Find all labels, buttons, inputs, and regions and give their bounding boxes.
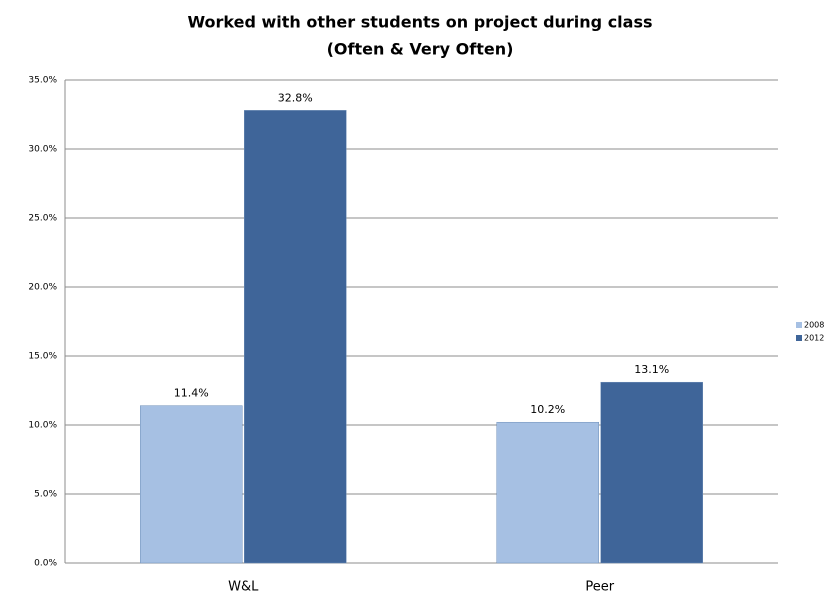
- data-label: 32.8%: [278, 91, 313, 104]
- y-tick-label: 30.0%: [28, 145, 57, 155]
- data-label: 10.2%: [530, 403, 565, 416]
- y-tick-label: 20.0%: [28, 283, 57, 293]
- x-tick-label: W&L: [228, 580, 259, 595]
- bar: [496, 421, 599, 564]
- y-tick-label: 0.0%: [34, 559, 57, 569]
- data-label: 13.1%: [634, 363, 669, 376]
- y-tick-label: 5.0%: [34, 490, 57, 500]
- legend-swatch: [796, 322, 802, 328]
- legend-swatch: [796, 335, 802, 341]
- data-label: 11.4%: [174, 387, 209, 400]
- bar: [140, 405, 243, 564]
- chart-subtitle: (Often & Very Often): [327, 40, 514, 59]
- chart-title: Worked with other students on project du…: [187, 13, 652, 32]
- y-tick-label: 25.0%: [28, 214, 57, 224]
- legend-label: 2008: [804, 321, 824, 330]
- y-tick-label: 10.0%: [28, 421, 57, 431]
- x-tick-label: Peer: [585, 580, 614, 595]
- legend-label: 2012: [804, 334, 824, 343]
- y-tick-label: 15.0%: [28, 352, 57, 362]
- y-tick-label: 35.0%: [28, 76, 57, 86]
- bar: [600, 381, 703, 564]
- bar: [244, 110, 347, 564]
